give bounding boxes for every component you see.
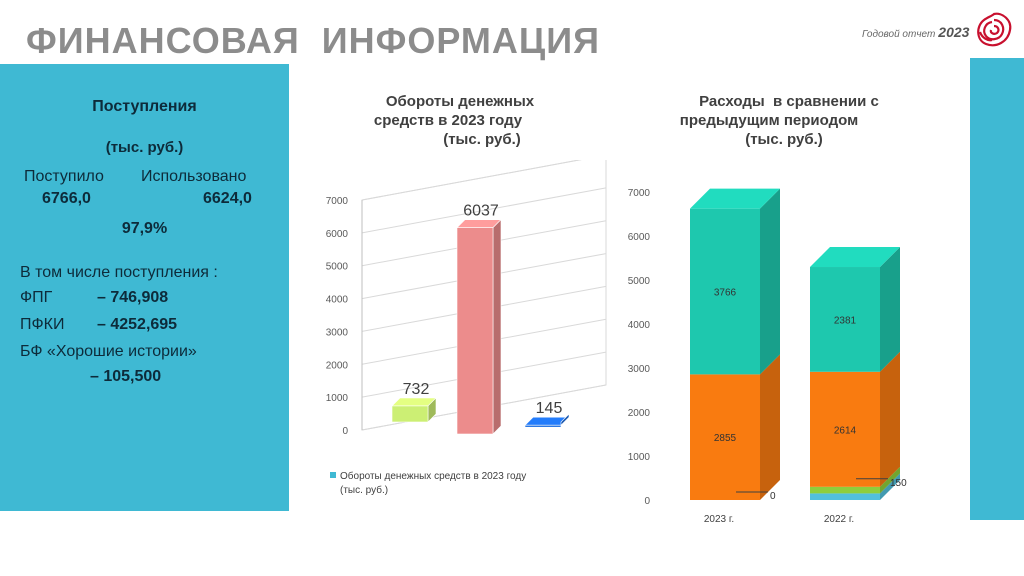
- chart2-segment-label: 3766: [714, 288, 737, 299]
- chart2-outside-label: 150: [890, 478, 907, 489]
- chart2-segment-side: [880, 247, 900, 372]
- chart2-stack-top: [690, 188, 780, 209]
- chart1-value-label: 6037: [463, 203, 499, 220]
- chart1-bar: [456, 218, 502, 435]
- chart2-segment-side: [760, 354, 780, 500]
- used-percent: 97,9%: [121, 220, 168, 237]
- chart1-title-line3: (тыс. руб.): [443, 131, 521, 148]
- chart2-category-label: 2023 г.: [704, 514, 734, 525]
- page-title: ФИНАНСОВАЯ ИНФОРМАЦИЯ: [26, 20, 600, 61]
- chart2-segment: [810, 371, 880, 487]
- chart1-bar-front: [524, 424, 562, 428]
- chart2-segment-side: [760, 188, 780, 375]
- item-pfki-name: ПФКИ: [20, 316, 65, 333]
- chart2-segment-label: 2855: [714, 433, 737, 444]
- used-value: 6624,0: [203, 190, 252, 207]
- chart1-value-label: 145: [536, 400, 563, 417]
- chart2-ytick-label: 3000: [628, 364, 651, 375]
- chart2-ytick-label: 7000: [628, 188, 651, 199]
- chart2-ytick-label: 4000: [628, 320, 651, 331]
- chart2-outside-label: 0: [770, 491, 776, 502]
- chart2-stack: [810, 247, 900, 500]
- chart2-segment: [810, 493, 880, 500]
- chart1-ytick-label: 6000: [326, 229, 349, 240]
- report-label: Годовой отчет 2023: [862, 24, 969, 40]
- chart1-ytick-label: 4000: [326, 295, 349, 306]
- used-label: Использовано: [141, 168, 247, 185]
- chart1-bar: [391, 397, 437, 423]
- chart1-title-line1: Обороты денежных: [385, 93, 535, 110]
- chart2-ytick-label: 2000: [628, 408, 651, 419]
- report-text: Годовой отчет: [862, 29, 936, 40]
- item-pfki-value: – 4252,695: [97, 316, 178, 333]
- chart1-bar-front: [456, 227, 494, 435]
- chart1-gridline: [361, 160, 582, 201]
- chart2-segment-side: [880, 473, 900, 500]
- income-panel: Поступления (тыс. руб.) Поступило 6766,0…: [0, 64, 289, 511]
- chart1-ytick-label: 2000: [326, 360, 349, 371]
- panel-unit: (тыс. руб.): [105, 139, 184, 156]
- item-fpg-value: – 746,908: [97, 289, 169, 306]
- chart2-ytick-label: 1000: [628, 452, 651, 463]
- received-value: 6766,0: [42, 190, 91, 207]
- chart2-title: Расходы в сравнении с предыдущим периодом…: [650, 92, 910, 149]
- chart2-category-label: 2022 г.: [824, 514, 854, 525]
- chart1-title: Обороты денежных средств в 2023 году (тыс.…: [340, 92, 580, 149]
- chart2-ytick-label: 5000: [628, 276, 651, 287]
- received-label: Поступило: [24, 168, 104, 185]
- chart2-segment-side: [880, 351, 900, 487]
- chart2-segment: [690, 374, 760, 500]
- chart2-stack: [690, 188, 780, 500]
- chart1-ytick-label: 7000: [326, 196, 349, 207]
- chart2-segment-label: 2381: [834, 315, 857, 326]
- chart1-bar-side: [560, 413, 570, 426]
- chart1-legend-swatch: [330, 472, 336, 478]
- chart1-ytick-label: 0: [342, 426, 348, 437]
- chart2-segment-label: 2614: [834, 425, 857, 436]
- item-bf-value: – 105,500: [90, 368, 162, 385]
- chart2-segment: [690, 208, 760, 375]
- chart1-bar-side: [492, 218, 502, 435]
- report-year: 2023: [938, 24, 970, 40]
- chart2-ytick-label: 0: [644, 496, 650, 507]
- chart2-segment-side: [880, 466, 900, 494]
- chart2-stack-top: [810, 247, 900, 268]
- turnover-chart: 0 1000 2000 3000 4000 5000 6000 7000 732 6037 145 О…: [326, 160, 607, 496]
- chart1-value-label: 732: [403, 381, 430, 398]
- chart2-title-line1: Расходы в сравнении с: [699, 93, 879, 110]
- rose-logo: [977, 12, 1012, 47]
- chart2-segment: [810, 267, 880, 372]
- chart2-ytick-label: 6000: [628, 232, 651, 243]
- chart1-title-line2: средств в 2023 году: [373, 112, 523, 129]
- chart1-gridline: [361, 187, 607, 234]
- item-fpg-name: ФПГ: [20, 289, 53, 306]
- panel-title: Поступления: [92, 98, 197, 115]
- item-bf-name: БФ «Хорошие истории»: [20, 343, 197, 360]
- chart2-segment: [810, 486, 880, 494]
- chart1-bar-front: [391, 405, 429, 423]
- chart2-title-line2: предыдущим периодом: [679, 112, 859, 129]
- chart1-ytick-label: 5000: [326, 262, 349, 273]
- chart1-legend-line1: Обороты денежных средств в 2023 году: [340, 470, 526, 482]
- chart2-title-line3: (тыс. руб.): [745, 131, 823, 148]
- chart1-legend-line2: (тыс. руб.): [340, 484, 388, 496]
- expenses-chart: 0 1000 2000 3000 4000 5000 6000 7000 2855 3766 0 20…: [628, 188, 907, 525]
- chart1-ytick-label: 1000: [326, 393, 349, 404]
- chart1-ytick-label: 3000: [326, 327, 349, 338]
- chart1-bar: [524, 413, 570, 428]
- including-label: В том числе поступления :: [20, 264, 218, 281]
- side-accent-bar: [970, 58, 1024, 520]
